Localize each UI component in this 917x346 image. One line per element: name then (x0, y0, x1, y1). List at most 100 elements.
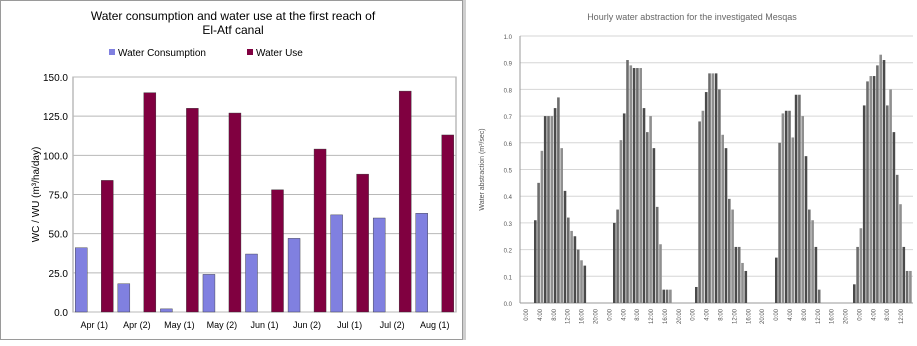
y-tick-label: 0.8 (504, 88, 513, 94)
abstraction-bar (876, 65, 879, 304)
x-tick-label: 0:00 (857, 308, 863, 320)
y-tick-label: 0.0 (504, 302, 513, 308)
y-tick-label: 0.2 (504, 249, 513, 255)
y-tick-label: 1.0 (504, 35, 513, 41)
abstraction-bar (892, 132, 896, 303)
abstraction-bar (856, 246, 859, 303)
y-tick-label: 50.0 (49, 230, 69, 241)
abstraction-bar (632, 68, 636, 303)
abstraction-bar (872, 76, 876, 303)
abstraction-bar (560, 148, 563, 303)
abstraction-bar (853, 284, 856, 303)
x-tick-label: 12:00 (649, 308, 655, 324)
y-tick-label: 25.0 (49, 269, 69, 280)
abstraction-bar (557, 97, 560, 303)
abstraction-bar (695, 286, 698, 303)
abstraction-bar (714, 73, 718, 303)
legend-swatch (247, 49, 253, 55)
y-tick-label: 0.1 (504, 275, 513, 281)
x-tick-label: 8:00 (552, 308, 558, 320)
y-tick-label: 0.6 (504, 142, 513, 148)
x-tick-label: 4:00 (871, 308, 877, 320)
abstraction-bar (744, 270, 748, 303)
bar-water-use (143, 92, 157, 313)
x-tick-label: May (1) (164, 320, 195, 330)
abstraction-bar (649, 116, 652, 303)
abstraction-bar (889, 89, 892, 304)
bar-water-consumption (415, 213, 428, 313)
x-tick-label: 20:00 (844, 308, 850, 324)
abstraction-bar (580, 260, 583, 303)
abstraction-bar (576, 249, 580, 303)
y-tick-label: 0.5 (504, 169, 513, 175)
abstraction-bar (804, 156, 808, 303)
abstraction-bar (570, 230, 573, 303)
abstraction-bar (737, 246, 741, 303)
abstraction-bar (724, 148, 728, 303)
abstraction-bar (778, 142, 781, 303)
abstraction-bar (708, 73, 711, 303)
y-axis-label: WC / WU (m³/ha/day) (31, 147, 42, 243)
bar-water-use (441, 134, 454, 313)
abstraction-bar (655, 206, 659, 303)
abstraction-bar (859, 228, 863, 303)
abstraction-bar (788, 110, 791, 303)
abstraction-bar (909, 270, 912, 303)
bar-water-use (356, 173, 369, 313)
abstraction-bar (721, 134, 724, 303)
bar-water-use (186, 108, 199, 313)
abstraction-bar (899, 204, 902, 303)
abstraction-bar (794, 94, 798, 304)
abstraction-bar (784, 110, 788, 303)
bar-water-use (313, 148, 327, 313)
abstraction-bar (629, 65, 633, 304)
x-tick-label: 16:00 (746, 308, 752, 324)
abstraction-bar (626, 60, 629, 303)
abstraction-bar (798, 94, 801, 304)
abstraction-bar (543, 116, 547, 303)
x-tick-label: Jul (2) (380, 320, 405, 330)
abstraction-bar (902, 246, 906, 303)
abstraction-bar (619, 140, 623, 303)
abstraction-bar (669, 289, 672, 303)
y-tick-label: 100.0 (43, 151, 68, 162)
abstraction-bar (547, 116, 550, 303)
abstraction-bar (866, 81, 869, 303)
y-tick-label: 0.3 (504, 222, 513, 228)
y-tick-label: 0.9 (504, 62, 513, 68)
bar-water-consumption (330, 214, 343, 313)
abstraction-bar (895, 174, 899, 303)
abstraction-bar (811, 220, 814, 303)
abstraction-bar (905, 270, 909, 303)
x-tick-label: 4:00 (538, 308, 544, 320)
abstraction-bar (636, 68, 639, 303)
y-tick-label: 0.7 (504, 115, 513, 121)
bar-water-consumption (372, 217, 386, 313)
y-tick-label: 150.0 (43, 73, 68, 84)
abstraction-bar (814, 246, 818, 303)
bar-water-use (271, 189, 284, 313)
x-tick-label: 16:00 (663, 308, 669, 324)
x-tick-label: 12:00 (732, 308, 738, 324)
x-tick-label: May (2) (207, 320, 238, 330)
x-tick-label: 16:00 (830, 308, 836, 324)
abstraction-bar (731, 209, 734, 303)
x-tick-label: Apr (1) (81, 320, 109, 330)
abstraction-bar (583, 265, 587, 303)
x-tick-label: 4:00 (788, 308, 794, 320)
abstraction-bar (639, 68, 642, 303)
abstraction-bar (775, 257, 778, 303)
y-axis-label: Water abstraction (m³/sec) (479, 128, 486, 210)
x-tick-label: 8:00 (885, 308, 891, 320)
abstraction-bar (801, 116, 804, 303)
x-tick-label: 0:00 (774, 308, 780, 320)
bar-water-use (228, 112, 242, 313)
legend-label: Water Use (256, 48, 303, 59)
abstraction-bar (573, 236, 577, 303)
hourly-abstraction-chart-panel: Hourly water abstraction for the investi… (466, 0, 917, 340)
x-tick-label: Jul (1) (337, 320, 362, 330)
abstraction-bar (646, 132, 649, 303)
bar-water-consumption (245, 253, 258, 313)
abstraction-bar (698, 121, 701, 303)
abstraction-bar (704, 92, 708, 303)
